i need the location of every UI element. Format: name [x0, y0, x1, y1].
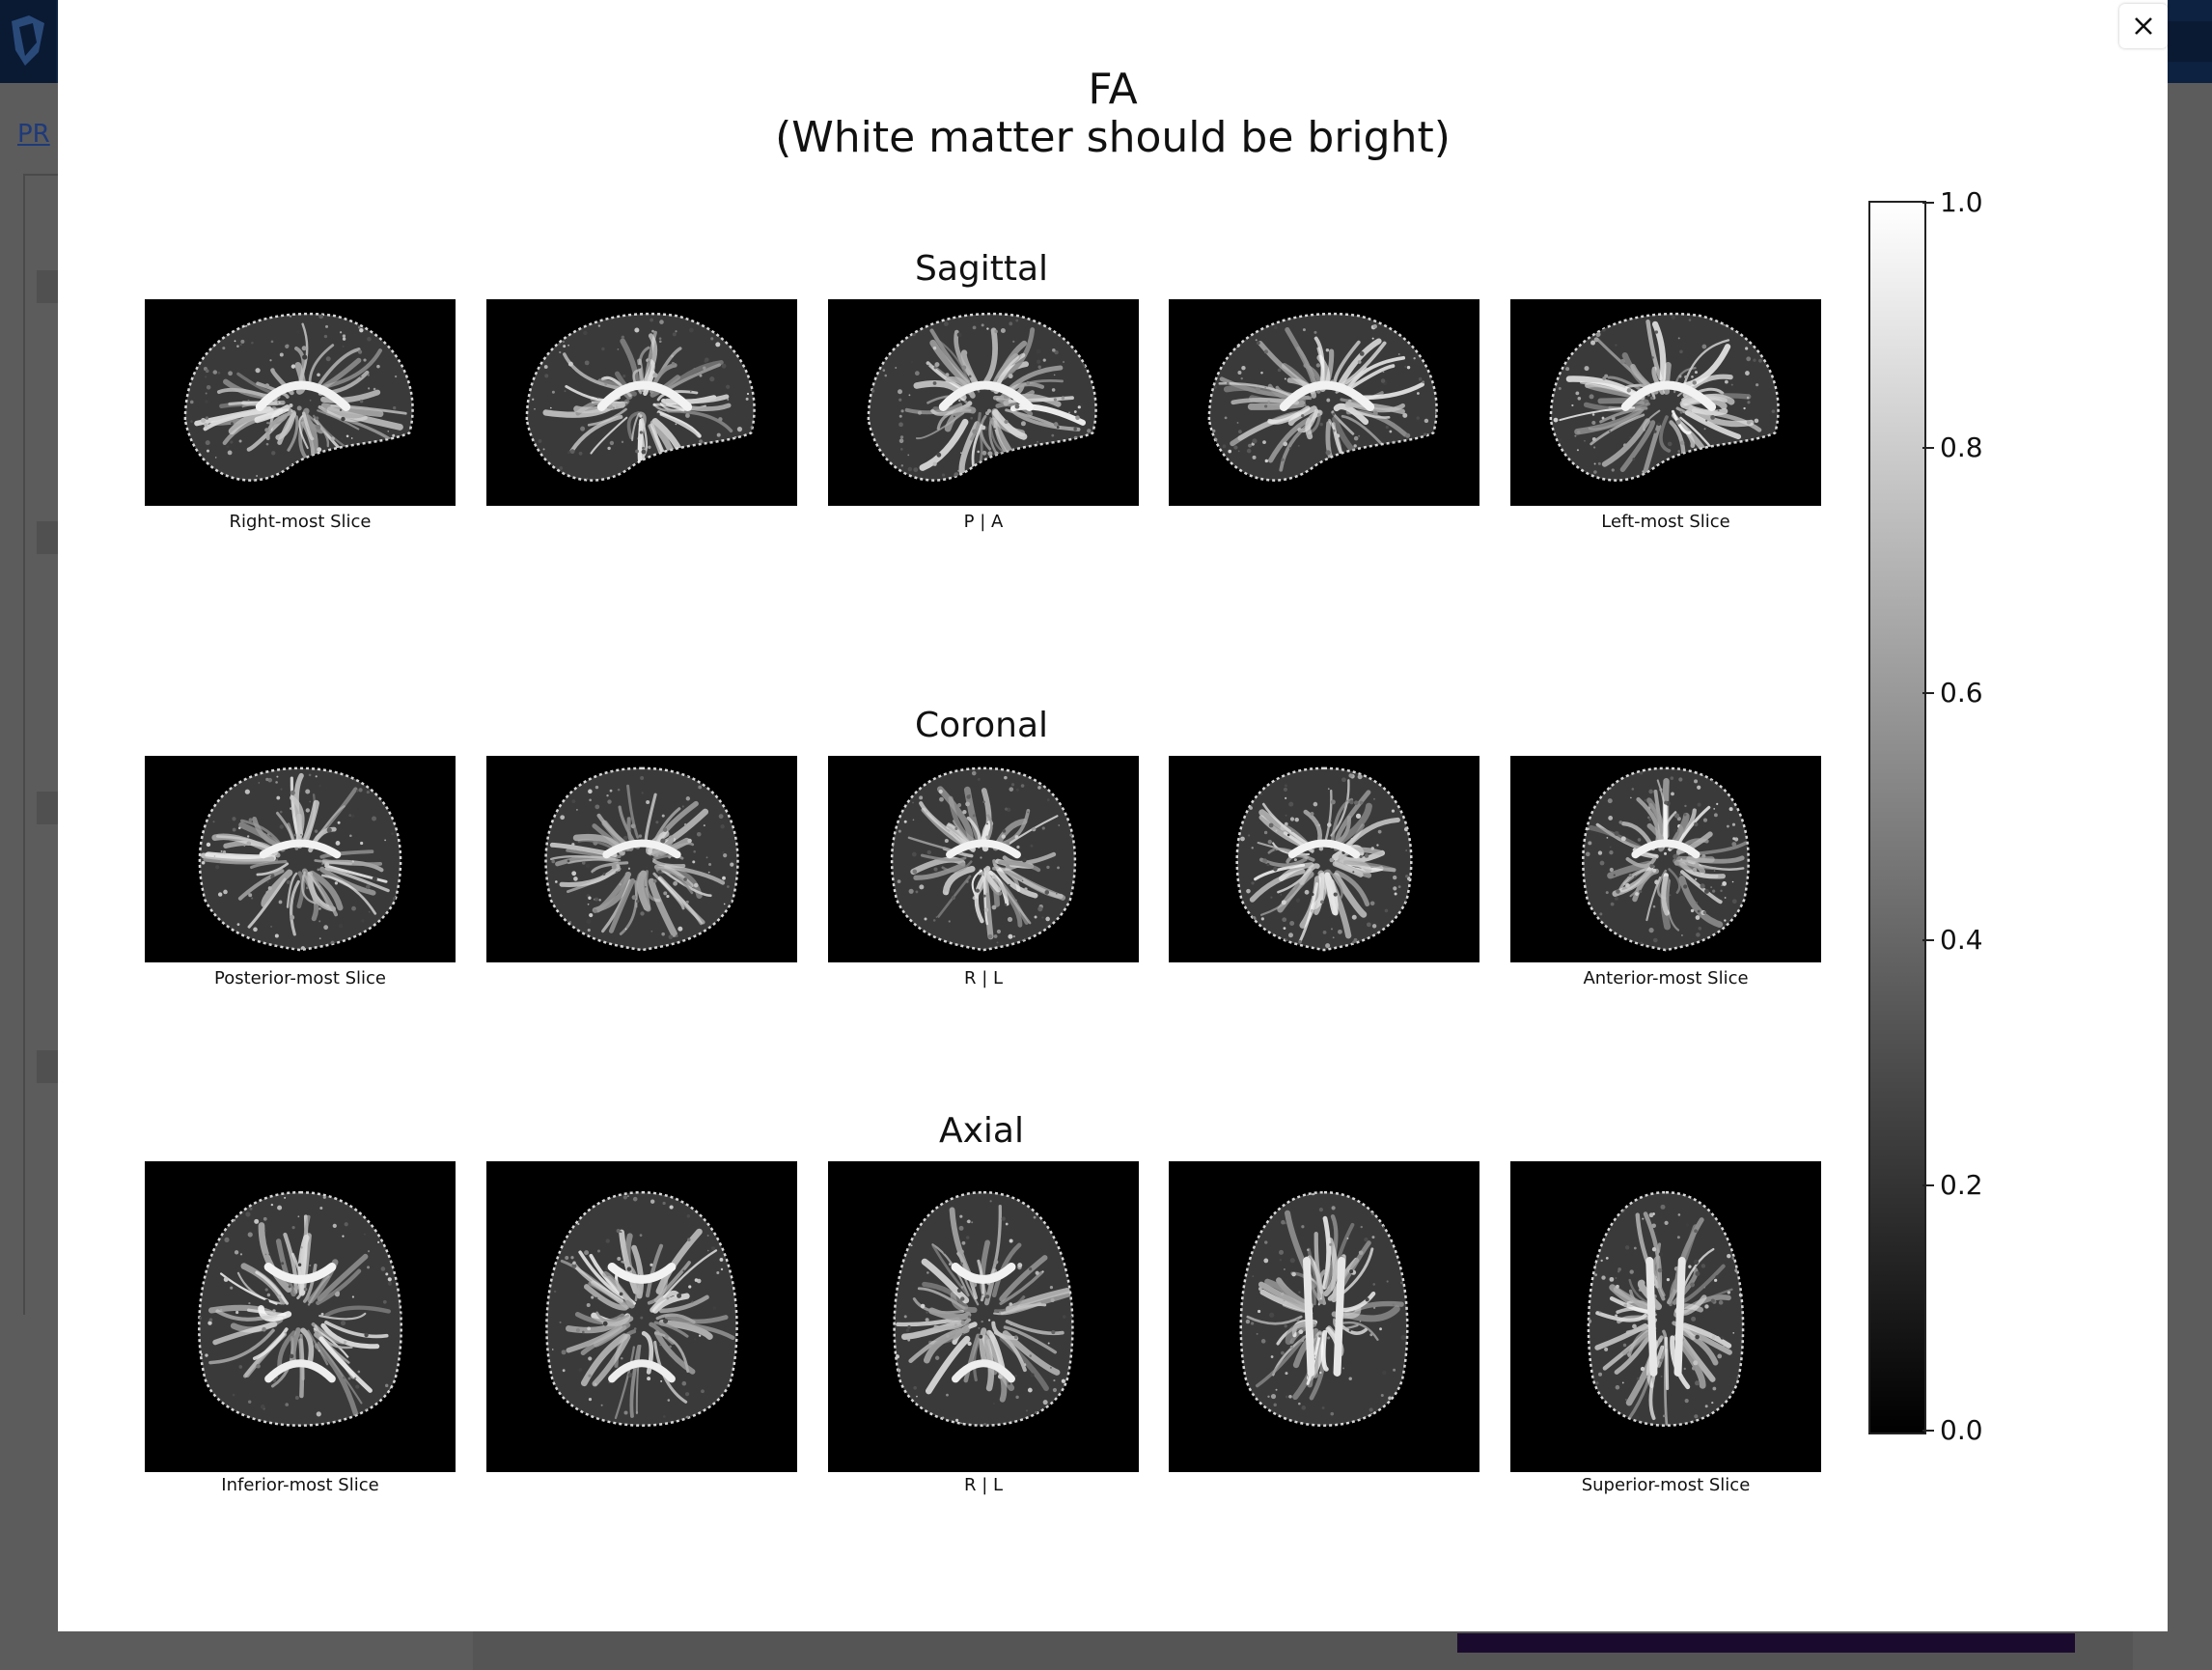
background-sidebar — [23, 174, 60, 1315]
colorbar-tick — [1922, 202, 1934, 204]
colorbar-tick — [1922, 447, 1934, 449]
background-band — [37, 1050, 58, 1083]
axial-slice-2 — [486, 1161, 797, 1472]
axial-label-3: R | L — [963, 1475, 1004, 1495]
sagittal-slice-4 — [1169, 299, 1479, 506]
axial-label-5: Superior-most Slice — [1581, 1475, 1751, 1495]
sagittal-label-3: P | A — [963, 512, 1004, 532]
coronal-slice-1 — [145, 756, 456, 962]
sagittal-label-5: Left-most Slice — [1601, 512, 1730, 532]
sagittal-slice-2 — [486, 299, 797, 506]
colorbar-tick — [1922, 1430, 1934, 1432]
background-breadcrumb-link: PR — [17, 120, 50, 149]
colorbar-tick-label: 0.8 — [1940, 431, 1983, 463]
coronal-title: Coronal — [914, 706, 1049, 745]
coronal-label-1: Posterior-most Slice — [214, 968, 386, 988]
axial-slice-5 — [1510, 1161, 1821, 1472]
sagittal-slice-3 — [828, 299, 1139, 506]
coronal-label-3: R | L — [963, 968, 1004, 988]
figure-subtitle: (White matter should be bright) — [775, 113, 1451, 162]
close-icon — [2133, 15, 2154, 37]
axial-slice-3 — [828, 1161, 1139, 1472]
search-icon — [2162, 21, 2212, 62]
sagittal-slice-5 — [1510, 299, 1821, 506]
sagittal-title: Sagittal — [914, 249, 1049, 289]
background-band — [37, 521, 58, 554]
colorbar-tick — [1922, 939, 1934, 941]
coronal-slice-3 — [828, 756, 1139, 962]
site-logo — [0, 0, 56, 83]
axial-title: Axial — [939, 1111, 1024, 1151]
colorbar-tick — [1922, 692, 1934, 694]
colorbar-tick-label: 1.0 — [1940, 186, 1983, 218]
colorbar-tick-label: 0.4 — [1940, 924, 1983, 956]
axial-label-1: Inferior-most Slice — [221, 1475, 379, 1495]
sagittal-slice-1 — [145, 299, 456, 506]
background-plot-strip-dark — [1457, 1633, 2075, 1653]
colorbar-tick-label: 0.2 — [1940, 1169, 1983, 1201]
coronal-slice-2 — [486, 756, 797, 962]
coronal-label-5: Anterior-most Slice — [1583, 968, 1749, 988]
axial-slice-4 — [1169, 1161, 1479, 1472]
figure-title: FA — [1088, 65, 1138, 114]
colorbar-tick — [1922, 1184, 1934, 1186]
colorbar-tick-label: 0.0 — [1940, 1414, 1983, 1446]
axial-slice-1 — [145, 1161, 456, 1472]
close-button[interactable] — [2119, 4, 2168, 48]
background-band — [37, 792, 58, 824]
sagittal-label-1: Right-most Slice — [229, 512, 372, 532]
colorbar — [1868, 201, 1926, 1434]
background-band — [37, 270, 58, 303]
coronal-slice-4 — [1169, 756, 1479, 962]
colorbar-tick-label: 0.6 — [1940, 677, 1983, 709]
coronal-slice-5 — [1510, 756, 1821, 962]
